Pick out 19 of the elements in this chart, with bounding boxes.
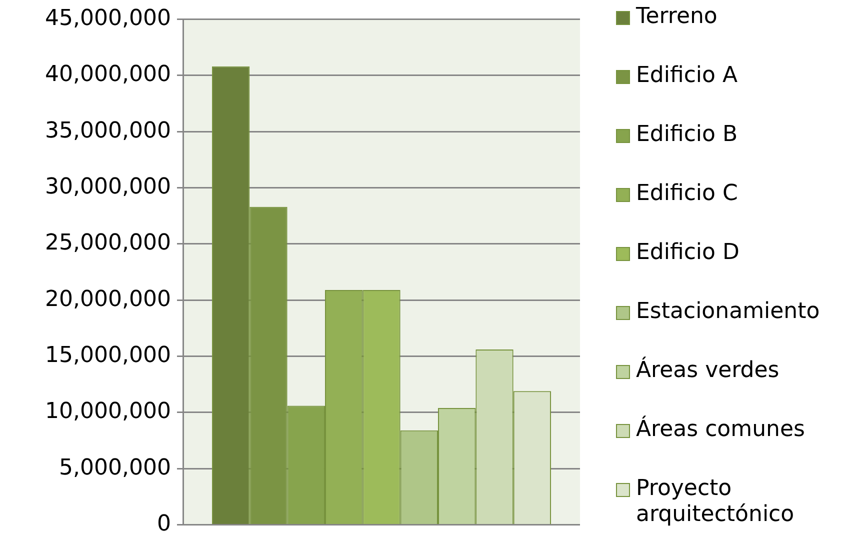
legend-label: Edificio C — [636, 181, 738, 207]
legend-label: Edificio B — [636, 122, 738, 148]
y-tick-label: 35,000,000 — [45, 118, 171, 144]
y-tick-label: 15,000,000 — [45, 342, 171, 368]
legend-label: Edificio A — [636, 63, 738, 89]
legend-label: Terreno — [636, 4, 718, 30]
y-tick-label: 45,000,000 — [45, 6, 171, 31]
y-tick-label: 30,000,000 — [45, 174, 171, 200]
y-tick-label: 0 — [157, 512, 171, 537]
legend-label: Edificio D — [636, 240, 740, 266]
y-tick-label: 25,000,000 — [45, 230, 171, 256]
y-tick-label: 20,000,000 — [45, 286, 171, 312]
legend-label: Áreas verdes — [636, 358, 780, 384]
y-tick-label: 5,000,000 — [59, 455, 171, 480]
legend-label: Proyecto arquitectónico — [636, 476, 796, 528]
legend-label: Áreas comunes — [636, 417, 805, 443]
legend-label: Estacionamiento — [636, 299, 820, 325]
y-tick-label: 40,000,000 — [45, 62, 171, 88]
y-tick-label: 10,000,000 — [45, 399, 171, 424]
